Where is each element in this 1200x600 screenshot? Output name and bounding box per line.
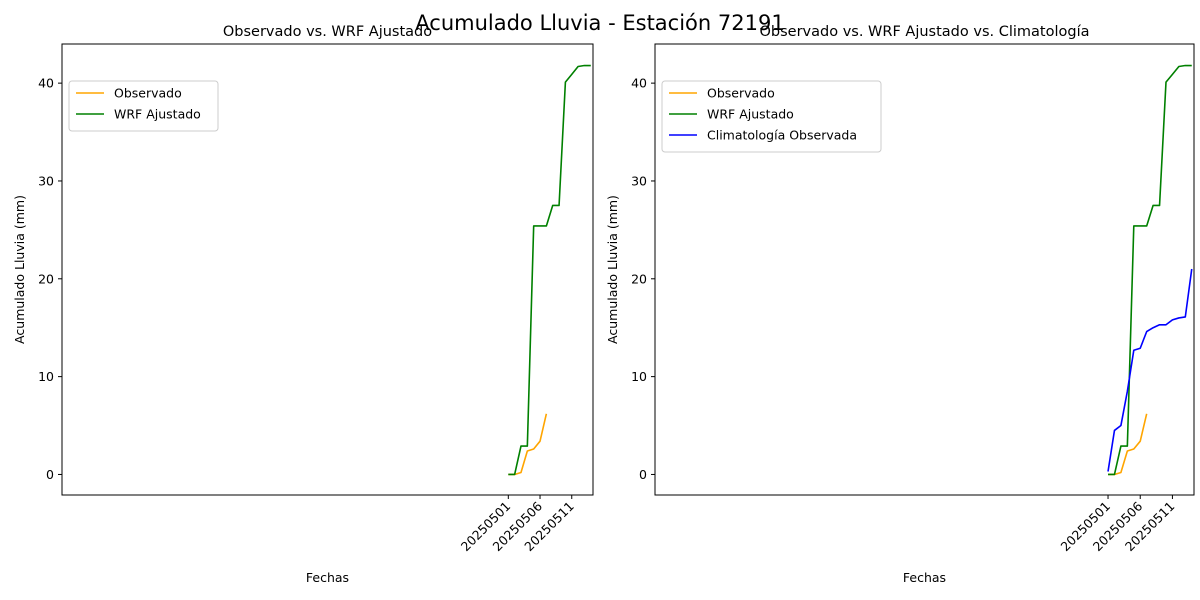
series-line-wrf-ajustado bbox=[508, 64, 591, 476]
chart-title: Observado vs. WRF Ajustado bbox=[223, 24, 432, 40]
x-axis-label: Fechas bbox=[903, 570, 946, 585]
y-tick-label: 0 bbox=[46, 467, 54, 482]
series-line-climatolog-a-observada bbox=[1107, 268, 1193, 472]
legend-entry: Observado bbox=[707, 86, 775, 101]
y-tick-label: 20 bbox=[631, 271, 647, 286]
series-line-wrf-ajustado bbox=[1108, 64, 1192, 476]
figure-title: Acumulado Lluvia - Estación 72191 bbox=[415, 11, 784, 35]
chart-title: Observado vs. WRF Ajustado vs. Climatolo… bbox=[760, 24, 1090, 40]
legend: Observado WRF Ajustado bbox=[68, 80, 219, 132]
chart-right: Observado vs. WRF Ajustado vs. Climatolo… bbox=[605, 24, 1195, 585]
y-tick-label: 40 bbox=[631, 76, 647, 91]
x-axis-label: Fechas bbox=[306, 570, 349, 585]
axes-frame bbox=[61, 43, 594, 496]
legend-entry: Climatología Observada bbox=[707, 128, 857, 143]
axes-frame bbox=[654, 43, 1195, 496]
y-tick-label: 20 bbox=[38, 271, 54, 286]
y-tick-label: 30 bbox=[38, 173, 54, 188]
legend-box bbox=[68, 80, 219, 132]
y-tick-label: 10 bbox=[631, 369, 647, 384]
y-axis-label: Acumulado Lluvia (mm) bbox=[605, 195, 620, 344]
legend-entry: WRF Ajustado bbox=[114, 107, 201, 122]
legend-entry: WRF Ajustado bbox=[707, 107, 794, 122]
y-tick-label: 30 bbox=[631, 173, 647, 188]
legend-entry: Observado bbox=[114, 86, 182, 101]
y-axis-label: Acumulado Lluvia (mm) bbox=[12, 195, 27, 344]
y-tick-label: 0 bbox=[639, 467, 647, 482]
chart-left: Observado vs. WRF Ajustado01020304020250… bbox=[12, 24, 594, 585]
legend: Observado WRF Ajustado Climatología Observ… bbox=[661, 80, 882, 153]
y-tick-label: 40 bbox=[38, 76, 54, 91]
legend-box bbox=[661, 80, 882, 153]
y-tick-label: 10 bbox=[38, 369, 54, 384]
